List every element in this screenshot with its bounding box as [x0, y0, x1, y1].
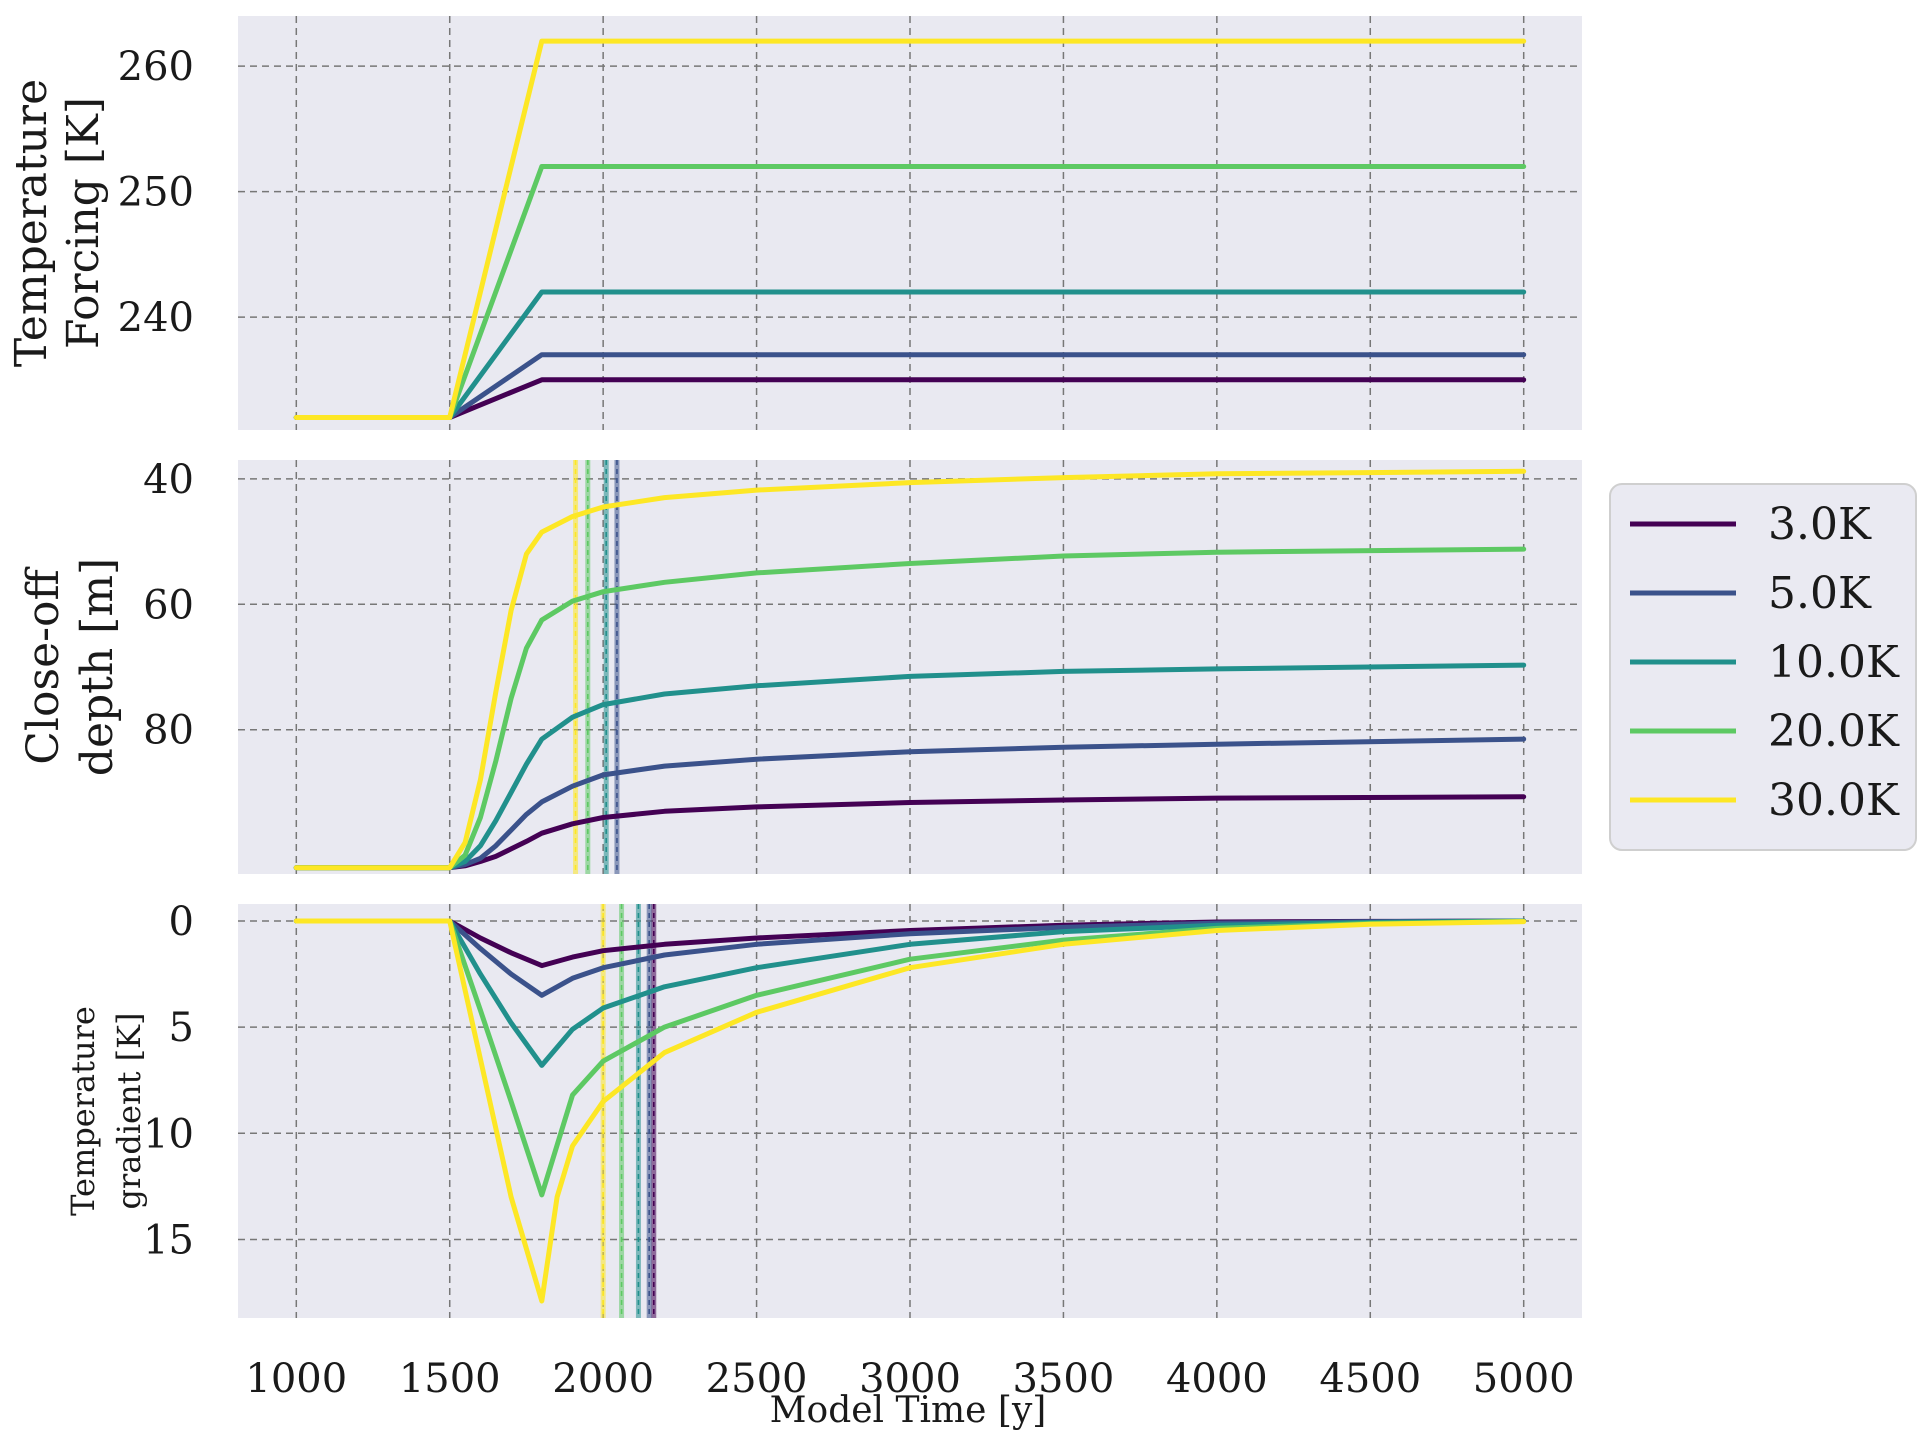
series-line-20.0K	[293, 546, 1527, 871]
legend-label: 10.0K	[1768, 637, 1900, 688]
series-line-10.0K	[293, 918, 1527, 1068]
y-tick-label: 250	[118, 170, 194, 216]
y-tick-label: 80	[143, 708, 194, 754]
y-axis-label: Forcing [K]	[58, 97, 109, 349]
x-tick-label: 2000	[552, 1356, 654, 1402]
forcing-panel: 240 250 260 Temperature Forcing [K]	[6, 16, 1582, 430]
legend-label: 3.0K	[1768, 499, 1872, 550]
x-tick-label: 4000	[1166, 1356, 1268, 1402]
legend-box	[1609, 483, 1917, 851]
y-tick-label: 260	[118, 44, 194, 90]
x-tick-label: 3500	[1013, 1356, 1115, 1402]
series-line-30.0K	[293, 468, 1527, 871]
x-tick-label: 5000	[1473, 1356, 1575, 1402]
x-tick-label: 1000	[245, 1356, 347, 1402]
y-tick-label: 15	[143, 1217, 194, 1263]
legend: 3.0K 5.0K 10.0K 20.0K 30.0K	[1609, 483, 1917, 851]
x-axis-label: Model Time [y]	[770, 1390, 1047, 1431]
y-tick-label: 10	[143, 1111, 194, 1157]
legend-label: 20.0K	[1768, 706, 1900, 757]
y-axis-label: depth [m]	[72, 558, 123, 776]
y-tick-label: 0	[169, 899, 194, 945]
y-axis-label: gradient [K]	[110, 1012, 148, 1209]
temperature-gradient-panel: 0 5 10 15 Temperature gradient [K] 1000 1500 200…	[64, 899, 1582, 1402]
y-axis-label: Temperature	[6, 79, 57, 367]
y-tick-label: 240	[118, 295, 194, 341]
x-tick-label: 3000	[859, 1356, 961, 1402]
y-axis-label: Temperature	[64, 1006, 102, 1216]
series-line-5.0K	[293, 736, 1527, 871]
legend-label: 5.0K	[1768, 568, 1872, 619]
y-axis-label: Close-off	[18, 567, 69, 765]
y-tick-label: 5	[169, 1005, 194, 1051]
series-line-30.0K	[293, 918, 1527, 1304]
legend-label: 30.0K	[1768, 775, 1900, 826]
series-line-10.0K	[293, 662, 1527, 871]
y-tick-label: 60	[143, 582, 194, 628]
series-line-30.0K	[293, 38, 1527, 420]
close-off-depth-panel: 40 60 80 Close-off depth [m]	[18, 457, 1582, 874]
y-tick-label: 40	[143, 457, 194, 503]
x-tick-label: 4500	[1319, 1356, 1421, 1402]
x-tick-label: 2500	[706, 1356, 808, 1402]
x-tick-label: 1500	[399, 1356, 501, 1402]
